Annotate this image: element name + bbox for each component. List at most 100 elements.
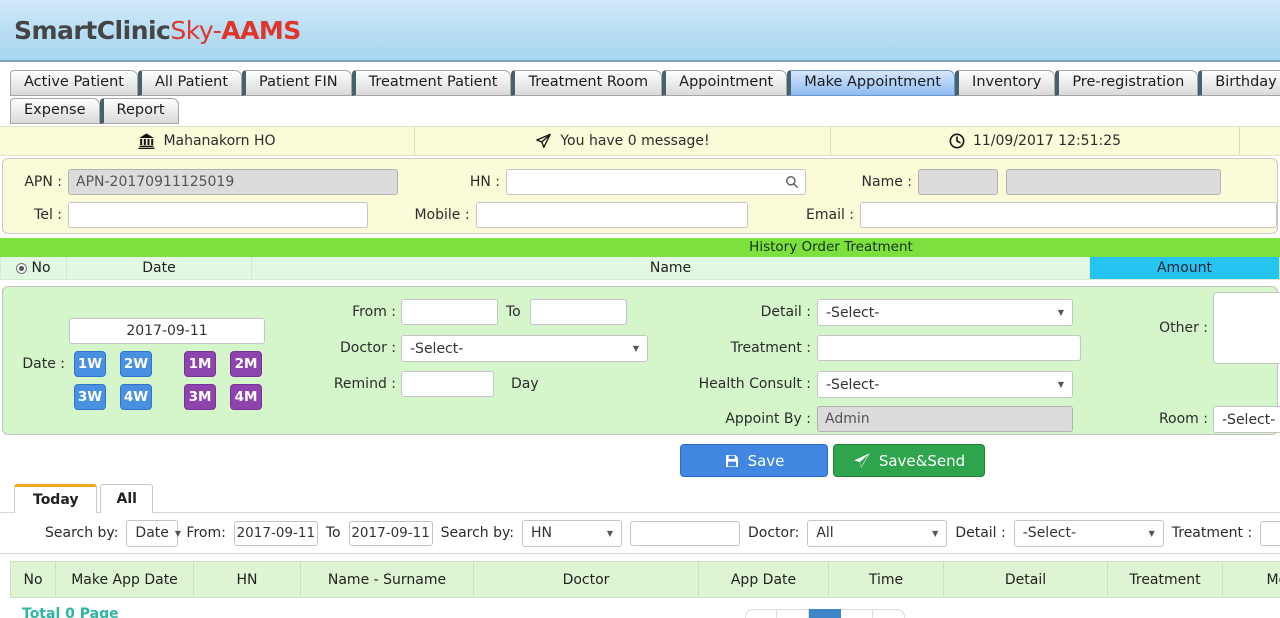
message-cell[interactable]: You have 0 message! [415, 127, 831, 155]
hn-field-wrap [506, 169, 806, 195]
pagination [745, 609, 905, 618]
tab-report[interactable]: Report [99, 98, 179, 124]
mobile-field[interactable] [475, 202, 749, 228]
treatment-label: Treatment : [730, 340, 811, 356]
col-time: Time [829, 562, 944, 597]
info-bar: Mahanakorn HO You have 0 message! 11/09/… [0, 126, 1280, 156]
doctor-select[interactable]: -Select- ▼ [401, 335, 648, 362]
quick-2m-button[interactable]: 2M [230, 351, 262, 377]
paper-plane-icon [536, 133, 552, 148]
results-table-header: No Make App Date HN Name - Surname Docto… [10, 561, 1280, 598]
pagination-page-active[interactable] [809, 609, 841, 618]
nav-row-1: Active Patient All Patient Patient FIN T… [10, 70, 1280, 96]
quick-1m-button[interactable]: 1M [184, 351, 216, 377]
quick-4w-button[interactable]: 4W [120, 384, 152, 410]
tab-active-patient[interactable]: Active Patient [10, 70, 138, 96]
col-app-date: App Date [699, 562, 829, 597]
col-name-surname: Name - Surname [301, 562, 474, 597]
tab-inventory[interactable]: Inventory [955, 70, 1056, 96]
tab-birthday[interactable]: Birthday [1198, 70, 1280, 96]
tab-treatment-room[interactable]: Treatment Room [511, 70, 663, 96]
logo-secondary: Sky- [170, 16, 222, 45]
email-field[interactable] [860, 202, 1277, 228]
hn-field[interactable] [506, 169, 806, 195]
tel-field[interactable] [68, 202, 368, 228]
other-label: Other : [1159, 320, 1208, 336]
tab-make-appointment[interactable]: Make Appointment [787, 70, 956, 96]
search-doctor-select[interactable]: All ▼ [807, 519, 948, 547]
tab-pre-registration[interactable]: Pre-registration [1055, 70, 1199, 96]
treatment-field[interactable] [817, 335, 1081, 361]
appointment-date-field[interactable] [69, 318, 265, 344]
from-time-field[interactable] [401, 299, 498, 325]
search-doctor-value: All [816, 525, 834, 541]
save-button-label: Save [747, 451, 785, 470]
results-footer: Total 0 Page [0, 604, 1280, 618]
tab-patient-fin[interactable]: Patient FIN [242, 70, 352, 96]
room-select-value: -Select- [1222, 411, 1276, 428]
search-detail-select[interactable]: -Select- ▼ [1013, 519, 1164, 547]
remind-field[interactable] [401, 371, 494, 397]
pagination-first[interactable] [745, 609, 777, 618]
results-search-bar: Search by: Date ▼ From: To Search by: HN… [0, 512, 1280, 554]
floppy-disk-icon [725, 454, 738, 467]
other-textarea[interactable] [1213, 292, 1280, 364]
history-radio[interactable] [16, 262, 28, 274]
history-col-no: No [1, 257, 67, 279]
health-consult-select[interactable]: -Select- ▼ [817, 371, 1073, 398]
detail-select[interactable]: -Select- ▼ [817, 299, 1073, 326]
chevron-down-icon: ▼ [1057, 308, 1064, 317]
search-by-select[interactable]: Date ▼ [126, 519, 181, 547]
appoint-by-label: Appoint By : [725, 411, 811, 427]
pagination-prev[interactable] [777, 609, 809, 618]
tab-expense[interactable]: Expense [10, 98, 100, 124]
to-time-field[interactable] [530, 299, 627, 325]
history-col-amount: Amount [1090, 257, 1279, 279]
save-send-button-label: Save&Send [878, 451, 966, 470]
history-col-no-label: No [31, 260, 51, 276]
apn-field [68, 169, 398, 195]
total-pages-text: Total 0 Page [22, 606, 119, 618]
chevron-down-icon: ▼ [932, 528, 939, 538]
history-section-header: History Order Treatment [0, 238, 1280, 257]
hn-label: HN : [469, 174, 500, 190]
tel-label: Tel : [34, 207, 62, 223]
search-icon[interactable] [785, 175, 799, 189]
quick-3m-button[interactable]: 3M [184, 384, 216, 410]
appoint-by-field [817, 406, 1073, 432]
detail-select-value: -Select- [826, 304, 880, 321]
quick-4m-button[interactable]: 4M [230, 384, 262, 410]
history-table-header: No Date Name Amount [0, 257, 1280, 280]
room-label: Room : [1158, 411, 1208, 427]
search-treatment-field[interactable] [1260, 520, 1280, 546]
health-consult-select-value: -Select- [826, 376, 880, 393]
pagination-next[interactable] [841, 609, 873, 618]
quick-1w-button[interactable]: 1W [74, 351, 106, 377]
tab-treatment-patient[interactable]: Treatment Patient [351, 70, 512, 96]
quick-3w-button[interactable]: 3W [74, 384, 106, 410]
history-col-name: Name [252, 257, 1090, 279]
search-by-value: Date [135, 525, 169, 541]
logo-suffix: AAMS [221, 16, 301, 45]
search-to-field[interactable] [348, 520, 433, 546]
room-select[interactable]: -Select- ▼ [1213, 406, 1280, 433]
save-button[interactable]: Save [680, 444, 828, 477]
search-keyword-field[interactable] [630, 520, 740, 546]
tab-all[interactable]: All [100, 484, 153, 513]
tab-appointment[interactable]: Appointment [662, 70, 788, 96]
chevron-down-icon: ▼ [1057, 380, 1064, 389]
quick-2w-button[interactable]: 2W [120, 351, 152, 377]
col-detail: Detail [944, 562, 1108, 597]
main-nav: Active Patient All Patient Patient FIN T… [0, 62, 1280, 124]
search-treatment-label: Treatment : [1171, 525, 1253, 541]
search-from-field[interactable] [233, 520, 318, 546]
tab-today[interactable]: Today [14, 484, 98, 513]
save-send-button[interactable]: Save&Send [833, 444, 985, 477]
search-by2-select[interactable]: HN ▼ [522, 519, 622, 547]
chevron-down-icon: ▼ [606, 528, 613, 538]
col-hn: HN [194, 562, 301, 597]
tab-all-patient[interactable]: All Patient [137, 70, 243, 96]
detail-label: Detail : [760, 304, 811, 320]
pagination-last[interactable] [873, 609, 905, 618]
app-header: SmartClinicSky-AAMS [0, 0, 1280, 62]
